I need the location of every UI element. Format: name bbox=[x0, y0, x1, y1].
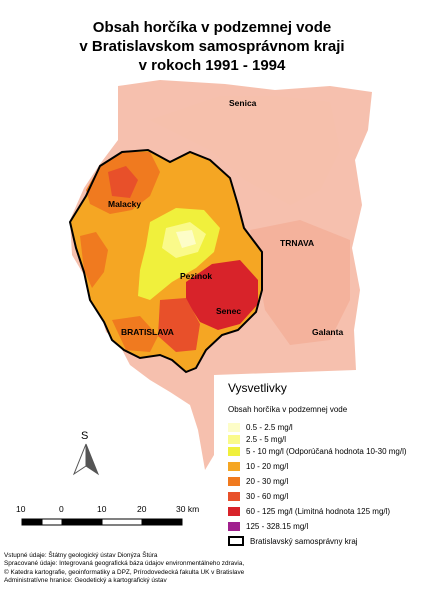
zone-20-30-west bbox=[80, 232, 108, 288]
legend-item-label: 60 - 125 mg/l (Limitná hodnota 125 mg/l) bbox=[246, 506, 391, 516]
credits-line: Spracované údaje: Integrovaná geografick… bbox=[4, 560, 245, 568]
legend-item-label: 30 - 60 mg/l bbox=[246, 491, 289, 501]
legend-swatch bbox=[228, 434, 240, 444]
scale-bar bbox=[21, 518, 183, 526]
legend-title: Vysvetlivky bbox=[228, 381, 287, 395]
legend-swatch bbox=[228, 461, 240, 471]
legend-swatch bbox=[228, 422, 240, 432]
town-label-trnava: TRNAVA bbox=[280, 238, 314, 248]
legend-swatch bbox=[228, 446, 240, 456]
legend-item-label: 20 - 30 mg/l bbox=[246, 476, 289, 486]
legend-swatch bbox=[228, 521, 240, 531]
legend-item: 5 - 10 mg/l (Odporúčaná hodnota 10-30 mg… bbox=[228, 445, 407, 457]
map-title: Obsah horčíka v podzemnej vode v Bratisl… bbox=[0, 18, 424, 75]
scale-label-0: 0 bbox=[59, 504, 64, 514]
zone-30-60-south bbox=[158, 298, 200, 352]
town-label-pezinok: Pezinok bbox=[180, 271, 212, 281]
legend-swatch bbox=[228, 491, 240, 501]
zone-30-60 bbox=[108, 166, 138, 198]
scale-label-20: 20 bbox=[137, 504, 147, 514]
neighbouring-region-north bbox=[150, 96, 340, 205]
legend-item: 20 - 30 mg/l bbox=[228, 475, 288, 487]
legend-item: 0.5 - 2.5 mg/l bbox=[228, 421, 293, 433]
town-label-galanta: Galanta bbox=[312, 327, 343, 337]
legend-swatch bbox=[228, 506, 240, 516]
legend-item: 2.5 - 5 mg/l bbox=[228, 433, 286, 445]
zone-0-2 bbox=[176, 230, 196, 248]
town-label-senec: Senec bbox=[216, 306, 241, 316]
town-label-malacky: Malacky bbox=[108, 199, 141, 209]
legend-item-label: 0.5 - 2.5 mg/l bbox=[246, 422, 293, 432]
legend-swatch bbox=[228, 476, 240, 486]
town-label-bratislava: BRATISLAVA bbox=[121, 327, 174, 337]
scale-label-30: 30 km bbox=[176, 504, 200, 514]
legend-item-label: Bratislavský samosprávny kraj bbox=[250, 536, 358, 546]
legend-item: Bratislavský samosprávny kraj bbox=[228, 535, 358, 547]
legend-boundary-swatch bbox=[228, 536, 244, 546]
legend-item: 30 - 60 mg/l bbox=[228, 490, 288, 502]
credits-line: Administratívne hranice: Geodetický a ka… bbox=[4, 577, 167, 585]
legend: Vysvetlivky Obsah horčíka v podzemnej vo… bbox=[214, 375, 424, 551]
legend-item-label: 2.5 - 5 mg/l bbox=[246, 434, 287, 444]
zone-20-30-south bbox=[112, 316, 158, 352]
title-line-3: v rokoch 1991 - 1994 bbox=[138, 57, 286, 74]
legend-item: 60 - 125 mg/l (Limitná hodnota 125 mg/l) bbox=[228, 505, 390, 517]
scale-label-10: 10 bbox=[97, 504, 107, 514]
legend-item-label: 10 - 20 mg/l bbox=[246, 461, 289, 471]
title-line-1: Obsah horčíka v podzemnej vode bbox=[92, 19, 332, 36]
legend-item-label: 5 - 10 mg/l (Odporúčaná hodnota 10-30 mg… bbox=[246, 446, 407, 456]
town-label-senica: Senica bbox=[229, 98, 257, 108]
title-line-2: v Bratislavskom samosprávnom kraji bbox=[79, 38, 345, 55]
north-arrow-icon: S bbox=[72, 430, 100, 476]
legend-item-label: 125 - 328.15 mg/l bbox=[246, 521, 309, 531]
legend-item: 125 - 328.15 mg/l bbox=[228, 520, 308, 532]
neighbouring-region-east bbox=[250, 220, 350, 345]
map-credits: Vstupné údaje: Štátny geologický ústav D… bbox=[4, 552, 244, 586]
credits-line: © Katedra kartografie, geoinformatiky a … bbox=[4, 568, 245, 576]
credits-line: Vstupné údaje: Štátny geologický ústav D… bbox=[4, 552, 158, 559]
region-boundary bbox=[68, 148, 263, 374]
legend-subtitle: Obsah horčíka v podzemnej vode bbox=[228, 405, 348, 414]
zone-60-125 bbox=[186, 260, 258, 330]
legend-item: 10 - 20 mg/l bbox=[228, 460, 288, 472]
north-arrow-letter: S bbox=[81, 430, 88, 442]
scale-label-minus-10: 10 bbox=[16, 504, 26, 514]
